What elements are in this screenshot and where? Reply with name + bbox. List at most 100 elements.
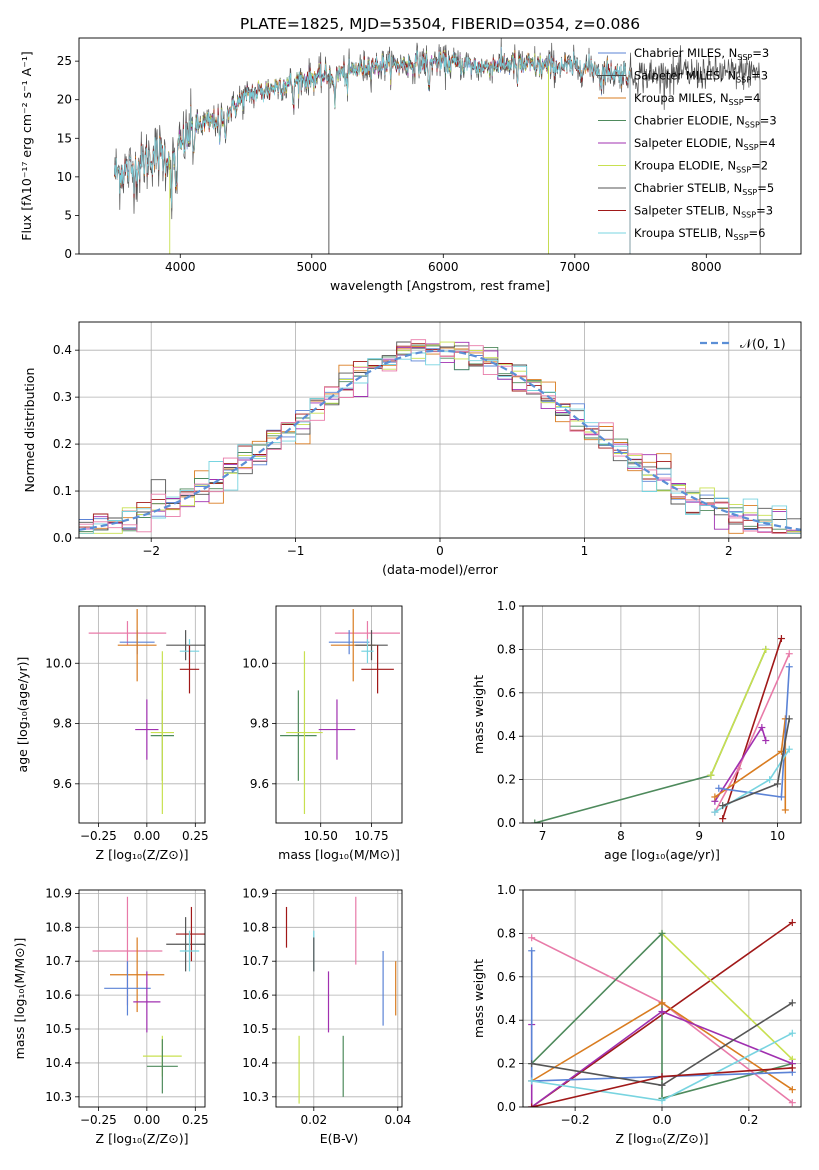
spectrum-series-2: [114, 49, 631, 254]
weight_vs_age-series-2: [721, 638, 783, 819]
mass_vs_z-point-3: [133, 971, 161, 1033]
weight_vs_age-marker-2-0: [719, 815, 727, 823]
weight_vs_z-marker-7-2: [788, 1029, 796, 1037]
age_vs_z-ylabel: age [log₁₀(age/yr)]: [15, 657, 30, 773]
mass_vs_z-ytick-label-3: 10.6: [45, 988, 72, 1002]
age_vs_mass-xtick-label-1: 10.75: [354, 829, 388, 843]
spectrum-series-8: [114, 46, 631, 254]
weight_vs_age-panel: 7 8 9 10 0.0 0.2 0.4 0.6 0.8 1.0 age [log₁₀(age/yr…: [471, 599, 802, 862]
weight_vs_age-xtick-label-3: 10: [770, 829, 785, 843]
figure-title: PLATE=1825, MJD=53504, FIBERID=0354, z=0…: [240, 15, 640, 33]
spectrum-legend-label-1: Salpeter MILES, NSSP=3: [634, 69, 768, 85]
age_vs_mass-point-8: [286, 651, 323, 814]
weight_vs_z-xtick-label-0: −0.2: [561, 1113, 590, 1127]
residual-histogram-4: [79, 341, 801, 534]
spectrum-legend-label-3: Chabrier ELODIE, NSSP=3: [634, 114, 777, 130]
spectrum-series-3: [166, 48, 549, 254]
spectrum-legend: Chabrier MILES, NSSP=3 Salpeter MILES, NS…: [598, 46, 777, 242]
weight_vs_age-marker-3-2: [785, 650, 793, 658]
spectrum-xtick-label-3: 7000: [560, 260, 591, 274]
age_vs_z-point-3: [166, 630, 205, 661]
mass_vs_z-ytick-label-1: 10.4: [45, 1056, 72, 1070]
spectrum-series-5: [166, 50, 549, 254]
age_vs_z-ytick-label-1: 9.8: [53, 717, 72, 731]
weight_vs_z-ytick-label-4: 0.8: [497, 926, 516, 940]
weight_vs_z-marker-7-0: [528, 1077, 536, 1085]
mass_vs_z-xtick-label-2: 0.25: [182, 1113, 209, 1127]
mass_vs_z-frame: [78, 889, 206, 1108]
weight_vs_age-marker-6-1: [777, 793, 785, 801]
weight_vs_age-marker-5-0: [711, 793, 719, 801]
weight_vs_z-ylabel: mass weight: [471, 959, 486, 1038]
mass_vs_ebv-ytick-label-3: 10.6: [242, 988, 269, 1002]
weight_vs_z-marker-8-2: [788, 999, 796, 1007]
weight_vs_z-xlabel: Z [log₁₀(Z/Z⊙)]: [616, 1131, 709, 1146]
mass_vs_z-point-2: [104, 961, 151, 1016]
weight_vs_age-xlabel: age [log₁₀(age/yr)]: [604, 847, 720, 862]
weight_vs_age-marker-6-0: [715, 784, 723, 792]
spectrum-xtick-label-4: 8000: [691, 260, 722, 274]
mass_vs_ebv-ytick-label-4: 10.7: [242, 954, 269, 968]
age_vs_mass-point-3: [355, 630, 388, 661]
age_vs_mass-frame: [275, 605, 403, 824]
weight_vs_z-plot-area: [528, 919, 796, 1107]
residuals-xtick-label-1: −1: [287, 544, 305, 558]
mass_vs_ebv-ytick-label-0: 10.3: [242, 1090, 269, 1104]
age_vs_z-frame: [78, 605, 206, 824]
spectrum-legend-label-6: Chabrier STELIB, NSSP=5: [634, 181, 774, 197]
weight_vs_age-series-1: [710, 649, 767, 776]
weight_vs_z-marker-4-2: [788, 1086, 796, 1094]
weight_vs_age-ytick-label-5: 1.0: [497, 599, 516, 613]
mass_vs_ebv-xtick-label-0: 0.02: [300, 1113, 327, 1127]
residuals-xtick-label-4: 2: [725, 544, 733, 558]
weight_vs_z-marker-9-2: [788, 1064, 796, 1072]
residuals-plot-area: [79, 339, 801, 534]
weight_vs_z-ytick-label-1: 0.2: [497, 1057, 516, 1071]
age_vs_z-xlabel: Z [log₁₀(Z/Z⊙)]: [96, 847, 189, 862]
age_vs_z-point-5: [179, 645, 200, 694]
mass_vs_z-ytick-label-6: 10.9: [45, 886, 72, 900]
weight_vs_age-ylabel: mass weight: [471, 675, 486, 754]
mass_vs_z-xtick-label-1: 0.00: [133, 1113, 160, 1127]
age_vs_z-point-6: [135, 699, 159, 760]
weight_vs_age-ytick-label-0: 0.0: [497, 816, 516, 830]
weight_vs_z-marker-9-1: [658, 1073, 666, 1081]
mass_vs_ebv-xtick-label-1: 0.04: [384, 1113, 411, 1127]
mass_vs_ebv-frame: [275, 889, 403, 1108]
weight_vs_age-plot-area: [531, 635, 793, 823]
weight_vs_z-marker-7-1: [658, 1096, 666, 1104]
weight_vs_age-xtick-label-1: 8: [617, 829, 625, 843]
weight_vs_age-frame: [522, 605, 802, 824]
age_vs_mass-point-1: [328, 630, 370, 655]
weight_vs_age-marker-1-0: [707, 771, 715, 779]
spectrum-xtick-label-1: 5000: [297, 260, 328, 274]
weight_vs_age-ytick-label-3: 0.6: [497, 686, 516, 700]
spectrum-series-7: [114, 50, 631, 254]
weight_vs_z-marker-8-0: [528, 1060, 536, 1068]
weight_vs_z-panel: −0.2 0.0 0.2 0.0 0.2 0.4 0.6 0.8 1.0 Z [log₁₀(Z/Z…: [471, 883, 802, 1146]
residuals-xtick-label-2: 0: [436, 544, 444, 558]
age_vs_mass-point-6: [318, 699, 356, 760]
weight_vs_z-series-6: [530, 950, 793, 1082]
age_vs_mass-panel: 10.50 10.75 9.6 9.8 10.0 mass [log₁₀(M/M⊙)]: [242, 605, 403, 862]
spectrum-xlabel: wavelength [Angstrom, rest frame]: [330, 278, 550, 293]
age_vs_z-xtick-label-0: −0.25: [80, 829, 117, 843]
mass_vs_z-ytick-label-2: 10.5: [45, 1022, 72, 1036]
mass_vs_z-point-4: [166, 917, 205, 972]
weight_vs_age-series-8: [722, 718, 791, 807]
weight_vs_z-marker-8-1: [658, 1081, 666, 1089]
spectrum-frame: [78, 37, 802, 255]
residuals-ytick-label-0: 0.0: [53, 531, 72, 545]
age_vs_z-panel: −0.25 0.00 0.25 9.6 9.8 10.0 Z [log₁₀(Z/Z⊙)] ag…: [15, 605, 209, 862]
mass_vs_z-plot-area: [92, 896, 205, 1094]
gaussian-curve: [79, 349, 801, 531]
weight_vs_age-marker-7-0: [711, 808, 719, 816]
weight_vs_z-marker-0-0: [528, 934, 536, 942]
weight_vs_age-marker-6-2: [785, 663, 793, 671]
residuals-ylabel: Normed distribution: [22, 368, 37, 493]
age_vs_mass-ytick-label-0: 9.6: [250, 777, 269, 791]
weight_vs_age-marker-5-3: [781, 806, 789, 814]
mass_vs_ebv-ytick-label-6: 10.9: [242, 886, 269, 900]
age_vs_z-xtick-label-2: 0.25: [182, 829, 209, 843]
